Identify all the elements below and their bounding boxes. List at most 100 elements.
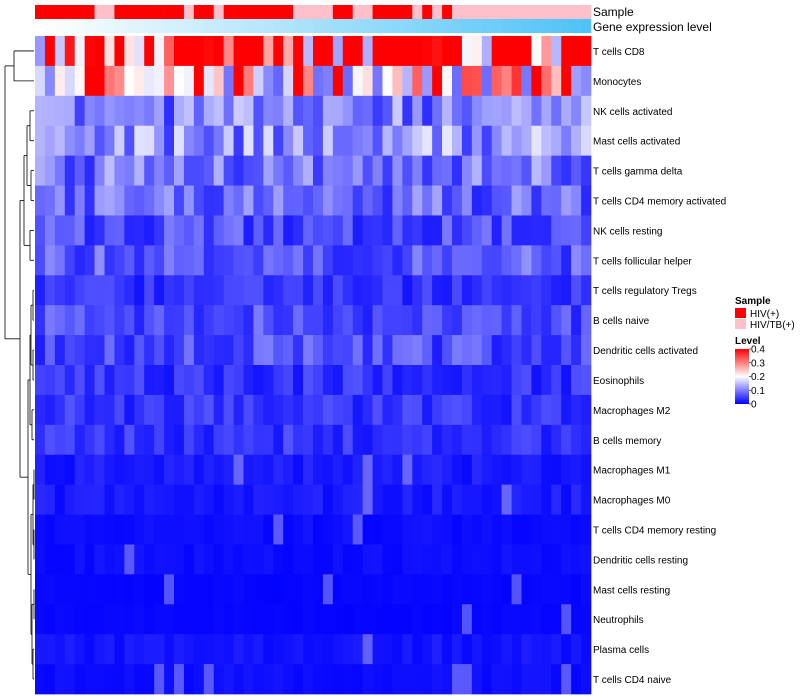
heatmap-cell: [64, 65, 76, 97]
heatmap-cell: [481, 36, 493, 67]
heatmap-cell: [402, 245, 413, 276]
heatmap-cell: [402, 305, 413, 336]
heatmap-cell: [233, 514, 244, 545]
heatmap-cell: [94, 365, 105, 396]
heatmap-cell: [412, 125, 423, 156]
heatmap-cell: [203, 155, 215, 186]
sample-annotation-cell: [471, 5, 483, 19]
heatmap-cell: [481, 305, 493, 336]
heatmap-cell: [581, 544, 592, 575]
sample-annotation-cell: [243, 5, 254, 19]
gene-expression-annotation-cell: [481, 19, 493, 33]
heatmap-cell: [471, 634, 483, 665]
heatmap-cell: [581, 275, 592, 306]
heatmap-cell: [551, 544, 562, 575]
heatmap-cell: [124, 574, 135, 605]
heatmap-cell: [134, 36, 145, 67]
heatmap-cell: [253, 36, 264, 67]
heatmap-cell: [372, 365, 383, 396]
heatmap-cell: [273, 604, 284, 635]
row-label: T cells gamma delta: [593, 167, 683, 178]
heatmap-cell: [174, 65, 185, 97]
sample-annotation-cell: [174, 5, 185, 19]
heatmap-cell: [491, 155, 502, 186]
heatmap-cell: [94, 245, 105, 276]
gene-expression-annotation-cell: [372, 19, 383, 33]
heatmap-cell: [213, 634, 224, 665]
heatmap-cell: [283, 604, 294, 635]
heatmap-cell: [263, 155, 274, 186]
heatmap-cell: [432, 664, 443, 695]
heatmap-cell: [64, 95, 76, 127]
heatmap-cell: [64, 215, 76, 246]
heatmap-cell: [471, 275, 483, 306]
heatmap-cell: [243, 514, 254, 545]
heatmap-cell: [124, 664, 135, 695]
heatmap-cell: [223, 335, 234, 366]
heatmap-cell: [223, 544, 234, 575]
gene-expression-annotation-cell: [183, 19, 195, 33]
row-label: T cells CD4 naive: [593, 675, 672, 686]
heatmap-cell: [303, 514, 314, 545]
heatmap-cell: [581, 245, 592, 276]
heatmap-cell: [511, 305, 522, 336]
heatmap-cell: [322, 155, 334, 186]
heatmap-cell: [144, 484, 155, 515]
heatmap-cell: [174, 394, 185, 426]
heatmap-cell: [481, 155, 493, 186]
heatmap-cell: [322, 604, 334, 635]
heatmap-cell: [154, 484, 165, 515]
heatmap-cell: [243, 664, 254, 695]
heatmap-cell: [362, 95, 373, 127]
sample-annotation-cell: [144, 5, 155, 19]
heatmap-cell: [154, 514, 165, 545]
row-label: Macrophages M2: [593, 406, 671, 417]
heatmap-cell: [481, 215, 493, 246]
heatmap-cell: [183, 634, 195, 665]
gene-expression-annotation-cell: [44, 19, 56, 33]
heatmap-cell: [511, 394, 522, 426]
heatmap-cell: [104, 424, 115, 456]
heatmap-cell: [452, 514, 463, 545]
heatmap-cell: [174, 305, 185, 336]
heatmap-cell: [183, 305, 195, 336]
heatmap-cell: [402, 275, 413, 306]
heatmap-cell: [322, 365, 334, 396]
heatmap-cell: [154, 185, 165, 216]
heatmap-cell: [134, 215, 145, 246]
heatmap-cell: [521, 215, 532, 246]
heatmap-cell: [263, 65, 274, 97]
heatmap-cell: [54, 454, 66, 485]
heatmap-cell: [541, 604, 552, 635]
row-labels: T cells CD8 Monocytes NK cells activated Ma…: [593, 47, 726, 686]
heatmap-cell: [273, 454, 284, 485]
heatmap-cell: [114, 95, 125, 127]
sample-annotation-cell: [233, 5, 244, 19]
heatmap-cell: [223, 454, 234, 485]
heatmap-cell: [531, 604, 542, 635]
heatmap-cell: [44, 65, 56, 97]
heatmap-cell: [253, 394, 264, 426]
heatmap-cell: [342, 544, 354, 575]
heatmap-cell: [491, 604, 502, 635]
level-legend-tick-label: 0.1: [751, 386, 765, 397]
heatmap-cell: [283, 514, 294, 545]
heatmap-cell: [263, 215, 274, 246]
heatmap-cell: [501, 544, 512, 575]
heatmap-cell: [571, 664, 582, 695]
heatmap-cell: [412, 245, 423, 276]
heatmap-cell: [412, 365, 423, 396]
heatmap-cell: [114, 544, 125, 575]
heatmap-cell: [144, 155, 155, 186]
heatmap-cell: [283, 454, 294, 485]
heatmap-cell: [352, 65, 363, 97]
heatmap-cell: [203, 394, 215, 426]
heatmap-cell: [134, 394, 145, 426]
heatmap-cell: [243, 95, 254, 127]
heatmap-cell: [541, 574, 552, 605]
heatmap-cell: [183, 185, 195, 216]
heatmap-cell: [551, 275, 562, 306]
heatmap-cell: [481, 454, 493, 485]
heatmap-cell: [362, 634, 373, 665]
heatmap-cell: [342, 125, 354, 156]
